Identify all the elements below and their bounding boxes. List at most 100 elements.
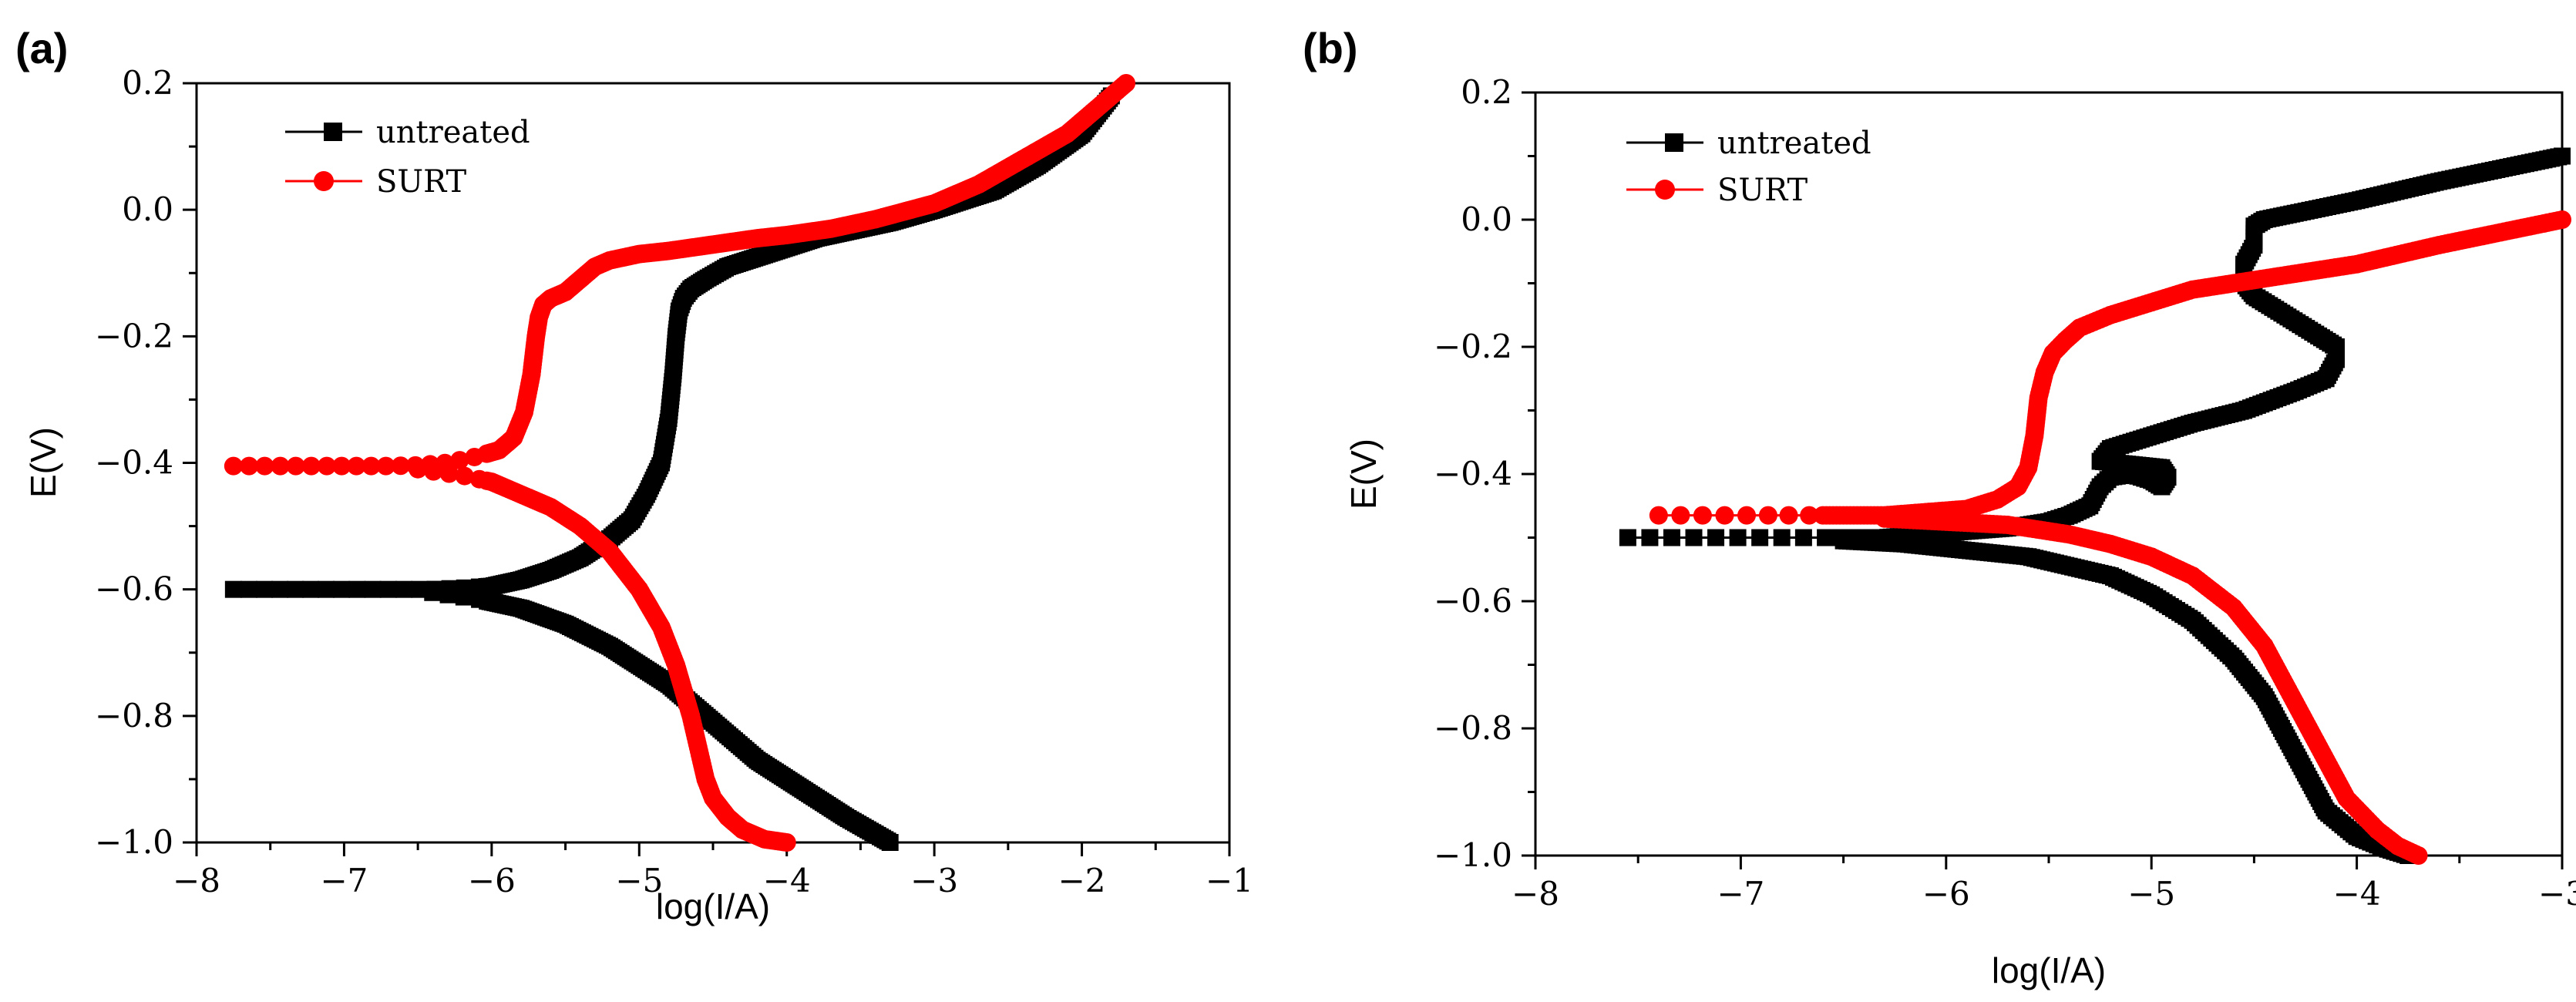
panel-a-surt-point — [301, 456, 321, 476]
panel-b-untreated-point — [1794, 529, 1812, 546]
panel-b-y-tick-label: −1.0 — [1434, 836, 1512, 874]
panel-b-surt-point — [1800, 506, 1819, 525]
panel-b-surt-point — [1779, 506, 1798, 525]
panel-b-y-tick-label: −0.6 — [1434, 582, 1512, 620]
panel-b-y-tick-label: −0.4 — [1434, 455, 1512, 493]
panel-b-legend-surt-marker — [1655, 180, 1675, 200]
panel-a-surt-point — [317, 456, 336, 476]
panel-b-y-axis-title: E(V) — [1343, 439, 1384, 509]
panel-a-untreated-point — [302, 580, 320, 598]
panel-b-untreated-point — [1619, 529, 1636, 546]
panel-a-y-tick-label: 0.0 — [122, 190, 173, 228]
panel-a-surt-point — [255, 456, 274, 476]
panel-a-y-axis-title: E(V) — [23, 427, 63, 498]
panel-b-untreated-point — [1685, 529, 1703, 546]
panel-a-legend: untreated SURT — [285, 115, 530, 200]
panel-a-x-tick-label: −4 — [763, 862, 811, 899]
panel-a-surt-point — [1117, 74, 1135, 92]
panel-a-legend-untreated-label: untreated — [376, 115, 530, 150]
panel-b-y-tick-label: 0.2 — [1461, 73, 1512, 111]
panel-a-untreated-point — [411, 580, 429, 598]
panel-a-untreated-point — [348, 580, 366, 598]
panel-b-series — [1619, 147, 2571, 865]
panel-a-legend-surt-marker — [314, 171, 334, 191]
panel-a-x-tick-label: −2 — [1058, 862, 1106, 899]
panel-b-legend-untreated-marker — [1665, 133, 1683, 152]
panel-a-surt-point — [347, 456, 366, 476]
panel-a-surt-point — [286, 456, 305, 476]
panel-b-x-tick-label: −3 — [2538, 875, 2576, 913]
panel-a-surt-point — [777, 833, 796, 852]
panel-b-surt-point — [1758, 506, 1777, 525]
panel-a-x-tick-label: −8 — [173, 862, 220, 899]
panel-a-untreated-point — [318, 580, 335, 598]
panel-b-y-tick-label: 0.0 — [1461, 200, 1512, 238]
panel-b-surt-point — [2409, 846, 2428, 865]
panel-b-y-tick-label: −0.8 — [1434, 709, 1512, 747]
panel-a-surt-anodic-line — [233, 82, 1127, 468]
panel-a-surt-point — [455, 466, 474, 486]
panel-b-untreated-point — [1641, 529, 1659, 546]
panel-a-x-axis-title: log(I/A) — [656, 886, 770, 926]
panel-a-untreated-point — [240, 580, 257, 598]
panel-a-surt-point — [424, 462, 443, 481]
panel-b-surt-point — [1649, 506, 1668, 525]
panel-b-x-tick-label: −6 — [1922, 875, 1970, 913]
panel-b-x-tick-label: −7 — [1717, 875, 1764, 913]
panel-b-x-tick-label: −4 — [2333, 875, 2381, 913]
panel-a-untreated-point — [271, 580, 289, 598]
panel-a-surt-point — [271, 456, 290, 476]
panel-b-surt-point — [1737, 506, 1757, 525]
panel-a-surt-point — [224, 456, 243, 476]
panel-b-untreated-point — [1751, 529, 1769, 546]
panel-b-surt-cathodic-line — [1884, 517, 2420, 857]
panel-b-legend-untreated-label: untreated — [1717, 126, 1871, 161]
panel-a-surt-cathodic-line — [417, 468, 787, 844]
panel-b-x-tick-label: −8 — [1512, 875, 1559, 913]
panel-a-y-tick-label: −1.0 — [95, 823, 173, 861]
panel-a-untreated-point — [364, 580, 382, 598]
panel-b-surt-point — [1715, 506, 1734, 525]
panel-b-surt-point — [2553, 210, 2571, 229]
panel-b-x-axis-title: log(I/A) — [1992, 950, 2106, 990]
panel-b-untreated-point — [1663, 529, 1680, 546]
panel-b-plot-frame — [1534, 91, 2564, 857]
panel-b-surt-point — [1671, 506, 1690, 525]
panel-a-surt-point — [376, 456, 395, 476]
panel-a-y-tick-label: −0.6 — [95, 570, 173, 608]
panel-a-x-tick-label: −1 — [1206, 862, 1253, 899]
panel-b-legend: untreated SURT — [1626, 126, 1871, 208]
panel-a-untreated-point — [224, 580, 242, 598]
panel-a-y-tick-label: 0.2 — [122, 64, 173, 102]
panel-b-untreated-point — [1707, 529, 1725, 546]
panel-a-untreated-point — [439, 586, 457, 604]
panel-a-label: (a) — [15, 24, 68, 72]
panel-a-surt-point — [409, 459, 428, 479]
panel-a-surt-point — [332, 456, 351, 476]
panel-b-x-tick-label: −5 — [2127, 875, 2175, 913]
panel-b-y-tick-label: −0.2 — [1434, 328, 1512, 365]
panel-a-untreated-point — [256, 580, 274, 598]
panel-a-surt-point — [240, 456, 259, 476]
panel-b-label: (b) — [1303, 24, 1358, 72]
panel-b-surt-point — [1693, 506, 1712, 525]
panel-a-y-tick-label: −0.8 — [95, 697, 173, 735]
panel-a-untreated-point — [333, 580, 351, 598]
panel-a-untreated-point — [881, 834, 899, 851]
panel-b-untreated-point — [2554, 147, 2571, 165]
panel-b-chart: (b) −8 −7 −6 −5 −4 −3 0.2 0.0 −0.2 −0.4 −0.6 −0.8 −1… — [1303, 24, 2576, 990]
panel-a-untreated-point — [424, 583, 442, 601]
panel-a-legend-untreated-marker — [324, 123, 342, 141]
panel-a-untreated-point — [395, 580, 413, 598]
panel-a-untreated-point — [287, 580, 304, 598]
panel-a-chart: (a) −8 −7 −6 −5 −4 −3 −2 −1 0.2 0.0 −0.2 −0.4 −0.6 −0… — [15, 24, 1253, 926]
panel-a-surt-point — [439, 464, 459, 483]
panel-a-legend-surt-label: SURT — [376, 164, 467, 200]
panel-a-y-tick-label: −0.4 — [95, 444, 173, 482]
panel-a-series — [224, 74, 1135, 852]
panel-a-x-tick-label: −3 — [910, 862, 958, 899]
panel-a-surt-point — [450, 451, 469, 470]
panel-b-legend-surt-label: SURT — [1717, 173, 1808, 208]
panel-a-surt-point — [362, 456, 381, 476]
